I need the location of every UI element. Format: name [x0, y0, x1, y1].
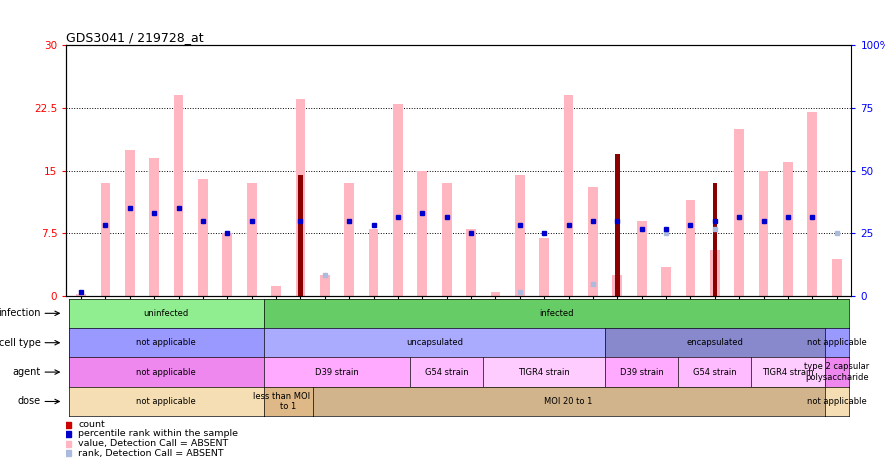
Text: count: count — [79, 420, 105, 429]
Bar — [539, 237, 549, 296]
Text: not applicable: not applicable — [807, 397, 866, 406]
Bar — [125, 150, 135, 296]
Bar — [710, 250, 720, 296]
Bar — [490, 292, 500, 296]
Bar — [442, 183, 451, 296]
Bar — [76, 294, 86, 296]
Bar — [198, 179, 208, 296]
Text: D39 strain: D39 strain — [620, 368, 664, 376]
Bar — [222, 234, 232, 296]
Text: MOI 20 to 1: MOI 20 to 1 — [544, 397, 593, 406]
Text: G54 strain: G54 strain — [693, 368, 736, 376]
Text: TIGR4 strain: TIGR4 strain — [762, 368, 814, 376]
Bar — [661, 267, 671, 296]
Bar — [615, 154, 619, 296]
Text: D39 strain: D39 strain — [315, 368, 358, 376]
Text: infected: infected — [539, 309, 573, 318]
Text: encapsulated: encapsulated — [687, 338, 743, 347]
Text: value, Detection Call = ABSENT: value, Detection Call = ABSENT — [79, 439, 228, 448]
Bar — [612, 275, 622, 296]
Text: not applicable: not applicable — [136, 368, 196, 376]
Text: uncapsulated: uncapsulated — [406, 338, 463, 347]
Bar — [418, 171, 427, 296]
Text: type 2 capsular
polysaccharide: type 2 capsular polysaccharide — [804, 363, 869, 382]
Bar — [588, 187, 598, 296]
Bar — [319, 275, 330, 296]
Bar — [369, 229, 379, 296]
Bar — [298, 175, 303, 296]
Bar — [344, 183, 354, 296]
Text: TIGR4 strain: TIGR4 strain — [519, 368, 570, 376]
Text: rank, Detection Call = ABSENT: rank, Detection Call = ABSENT — [79, 449, 224, 458]
Text: not applicable: not applicable — [136, 338, 196, 347]
Text: dose: dose — [18, 396, 41, 407]
Bar — [735, 129, 744, 296]
Bar — [686, 200, 696, 296]
Bar — [758, 171, 768, 296]
Bar — [466, 229, 476, 296]
Text: GDS3041 / 219728_at: GDS3041 / 219728_at — [66, 31, 204, 44]
Text: less than MOI 20
to 1: less than MOI 20 to 1 — [253, 392, 323, 411]
Bar — [393, 104, 403, 296]
Bar — [564, 95, 573, 296]
Text: G54 strain: G54 strain — [425, 368, 468, 376]
Text: not applicable: not applicable — [807, 338, 866, 347]
Bar — [832, 259, 842, 296]
Text: percentile rank within the sample: percentile rank within the sample — [79, 429, 238, 438]
Bar — [173, 95, 183, 296]
Bar — [712, 183, 717, 296]
Bar — [807, 112, 817, 296]
Bar — [101, 183, 111, 296]
Bar — [150, 158, 159, 296]
Bar — [296, 100, 305, 296]
Text: cell type: cell type — [0, 337, 41, 348]
Bar — [783, 162, 793, 296]
Bar — [271, 286, 281, 296]
Text: not applicable: not applicable — [136, 397, 196, 406]
Bar — [247, 183, 257, 296]
Text: uninfected: uninfected — [143, 309, 189, 318]
Text: infection: infection — [0, 308, 41, 319]
Text: agent: agent — [12, 367, 41, 377]
Bar — [637, 221, 647, 296]
Bar — [515, 175, 525, 296]
